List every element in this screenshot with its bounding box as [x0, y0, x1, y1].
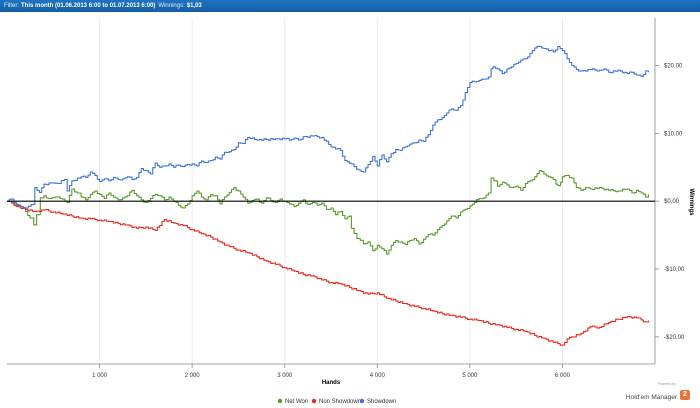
legend-swatch-showdown [359, 398, 365, 404]
brand-name: Hold'em Manager [625, 394, 677, 401]
x-tick-label: 2 000 [185, 373, 201, 379]
filter-label: Filter: [4, 3, 19, 9]
x-tick-label: 3 000 [277, 373, 293, 379]
series-showdown [7, 45, 650, 209]
legend-swatch-net-won [277, 398, 283, 404]
y-tick-label: -$10,00 [664, 267, 685, 273]
x-tick-label: 1 000 [92, 373, 108, 379]
legend-label-showdown: Showdown [367, 399, 396, 405]
y-axis-title: Winnings [688, 189, 694, 217]
powered-by-text: Powered by [657, 382, 676, 386]
series-lines [7, 45, 650, 346]
grid-lines [7, 18, 659, 368]
filter-bar: Filter: This month (01.06.2013 6:00 to 01… [0, 0, 700, 12]
winnings-chart: 1 000 2 000 3 000 4 000 5 000 6 000 $20,00 $10,… [7, 18, 694, 405]
winnings-value: $1,03 [186, 3, 202, 9]
series-net-won [7, 170, 650, 255]
x-tick-label: 6 000 [555, 373, 571, 379]
x-tick-label: 4 000 [370, 373, 386, 379]
brand: Powered by Hold'em Manager 2 [626, 382, 690, 404]
y-tick-label: $0,00 [664, 199, 680, 205]
tick-labels: 1 000 2 000 3 000 4 000 5 000 6 000 $20,00 $10,… [92, 63, 685, 379]
y-tick-label: $20,00 [664, 63, 683, 69]
hem-logo-icon: 2 [680, 389, 690, 400]
plot-background [7, 18, 655, 364]
series-non-showdown [7, 200, 650, 346]
y-tick-label: -$20,00 [664, 335, 685, 341]
x-tick-label: 5 000 [462, 373, 478, 379]
legend-label-net-won: Net Won [285, 399, 308, 405]
x-axis-title: Hands [322, 380, 341, 386]
legend-swatch-non-showdown [311, 398, 317, 404]
legend: Net Won Non Showdown Showdown [277, 398, 396, 405]
legend-label-non-showdown: Non Showdown [319, 399, 361, 405]
y-tick-label: $10,00 [664, 131, 683, 137]
winnings-label: Winnings: [158, 3, 185, 9]
filter-value[interactable]: This month (01.06.2013 6:00 to 01.07.201… [21, 3, 156, 9]
